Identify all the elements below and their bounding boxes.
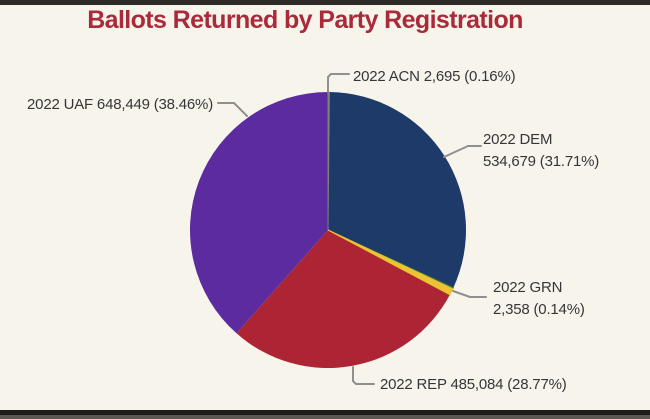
grn-leader-line [452, 290, 487, 298]
uaf-leader-line [217, 102, 248, 117]
callout-uaf-text: 2022 UAF 648,449 (38.46%) [27, 96, 213, 113]
rep-leader-line [352, 366, 375, 385]
pie-slices [189, 91, 466, 369]
pie-slice-2022-uaf [189, 92, 328, 334]
chart-title: Ballots Returned by Party Registration [87, 6, 523, 34]
callout-rep-text: 2022 REP 485,084 (28.77%) [380, 376, 567, 393]
callout-dem-line2: 534,679 (31.71%) [483, 153, 600, 170]
pie-slice-2022-dem [328, 92, 466, 288]
top-border [0, 0, 650, 5]
bottom-border-shadow [0, 415, 650, 419]
callout-acn: 2022 ACN 2,695 (0.16%) [353, 66, 516, 88]
callout-dem-line1: 2022 DEM [483, 131, 553, 148]
callout-grn-line2: 2,358 (0.14%) [493, 301, 585, 318]
acn-leader-line [327, 73, 350, 93]
callout-grn-line1: 2022 GRN [493, 279, 563, 296]
pie-slice-unlabeled [327, 229, 454, 296]
callout-dem: 2022 DEM 534,679 (31.71%) [483, 129, 599, 173]
pie-slice-2022-rep [236, 230, 450, 369]
callout-uaf: 2022 UAF 648,449 (38.46%) [0, 94, 213, 116]
bottom-border [0, 410, 650, 415]
dem-leader-line [443, 145, 482, 158]
callout-rep: 2022 REP 485,084 (28.77%) [380, 374, 567, 396]
callout-grn: 2022 GRN 2,358 (0.14%) [493, 277, 585, 321]
callout-acn-text: 2022 ACN 2,695 (0.16%) [353, 68, 516, 85]
